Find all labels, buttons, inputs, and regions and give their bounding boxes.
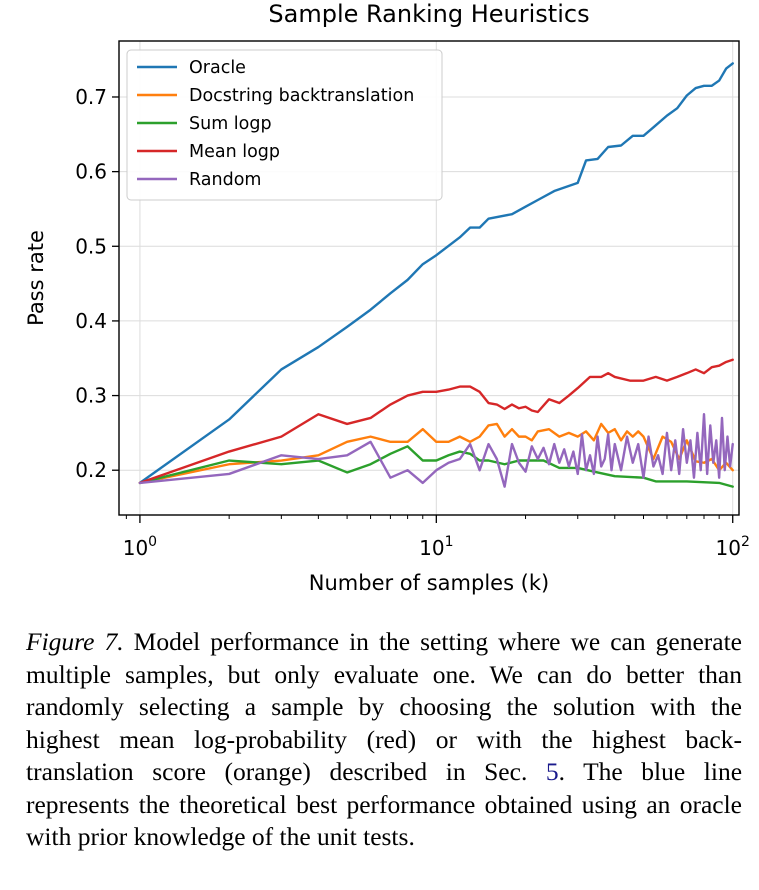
x-axis-label: Number of samples (k) (309, 571, 549, 595)
legend-box (126, 49, 443, 201)
y-axis-label: Pass rate (24, 230, 48, 326)
legend-label-mean-logp: Mean logp (189, 142, 280, 162)
series-line-mean-logp (138, 358, 734, 485)
y-tick-label: 0.5 (75, 234, 107, 258)
legend: Oracle Docstring backtranslation Sum logp M… (126, 49, 443, 201)
series-line-random (138, 413, 734, 488)
y-tick-label: 0.7 (75, 85, 107, 109)
y-tick-label: 0.6 (75, 160, 107, 184)
y-tick-label: 0.3 (75, 384, 107, 408)
series-line-sum-logp (138, 445, 734, 488)
legend-label-docstring-backtranslation: Docstring backtranslation (189, 86, 414, 106)
y-tick-label: 0.2 (75, 458, 107, 482)
series-line-oracle (138, 62, 734, 485)
figure-label: Figure 7. (26, 627, 124, 656)
chart-title: Sample Ranking Heuristics (268, 0, 589, 28)
x-tick-label: 100 (123, 534, 157, 560)
legend-label-oracle: Oracle (189, 58, 246, 78)
axis-ticks: 0.2 0.3 0.4 0.5 0.6 0.7 100 101 102 (75, 85, 750, 560)
x-tick-label: 101 (419, 534, 453, 560)
plot-area-frame (118, 40, 740, 516)
caption-text-continued: . The blue line represents the theoretic… (26, 757, 743, 851)
caption-text: Model performance in the setting where w… (26, 627, 742, 786)
section-reference-link[interactable]: 5 (545, 757, 559, 786)
legend-label-random: Random (189, 170, 261, 190)
legend-label-sum-logp: Sum logp (189, 114, 272, 134)
series-lines (138, 62, 734, 488)
x-tick-label: 102 (716, 534, 750, 560)
chart: Sample Ranking Heuristics Number of samp… (24, 0, 750, 595)
y-tick-label: 0.4 (75, 309, 107, 333)
figure-caption: Figure 7. Model performance in the setti… (26, 626, 742, 854)
line-chart-svg: Sample Ranking Heuristics Number of samp… (24, 0, 750, 595)
